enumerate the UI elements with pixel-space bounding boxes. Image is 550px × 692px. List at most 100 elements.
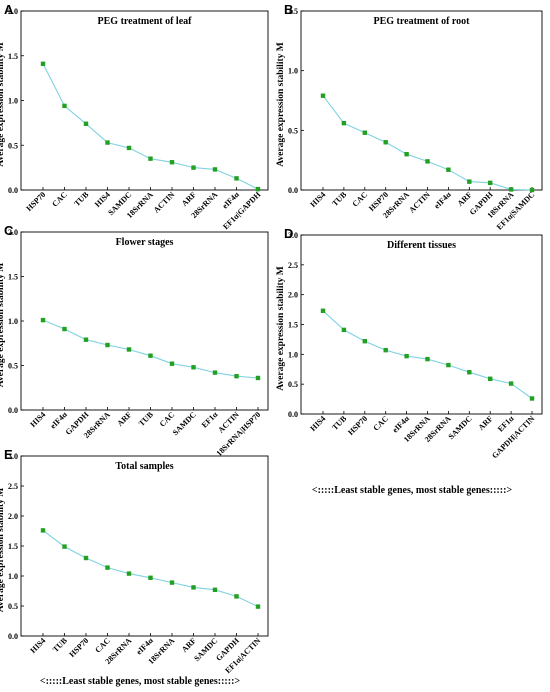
x-tick-label: HIS4 — [28, 636, 47, 655]
chart-title: Total samples — [115, 461, 173, 472]
data-point — [234, 373, 239, 379]
data-point — [148, 575, 153, 580]
y-tick-label: 1.5 — [8, 273, 18, 282]
data-point — [148, 353, 153, 358]
panel-letter-c: C — [4, 223, 14, 238]
x-tick-label: HIS4 — [93, 190, 112, 209]
panel-letter-e: E — [4, 447, 13, 462]
data-point — [446, 167, 451, 172]
x-tick-label: HSP70 — [67, 636, 90, 659]
series-line — [322, 95, 533, 191]
chart-panel-e: E Total samples Average expression stabili… — [0, 447, 269, 675]
y-tick-label: 2.0 — [8, 228, 18, 237]
data-point — [126, 347, 132, 352]
series-line — [42, 63, 259, 190]
data-point — [83, 555, 89, 561]
data-point — [529, 187, 535, 193]
y-tick-label: 0.0 — [8, 186, 18, 195]
y-tick-label: 2.5 — [8, 482, 18, 491]
series-line — [42, 319, 259, 379]
y-tick-label: 3.0 — [288, 231, 298, 240]
x-tick-label: TUB — [137, 410, 155, 428]
x-tick-label: CAC — [371, 414, 390, 433]
data-point — [169, 580, 175, 585]
x-tick-label: EF1α|GAPDH — [221, 190, 263, 232]
data-point — [126, 571, 132, 576]
y-tick-label: 0.0 — [288, 186, 298, 195]
data-point — [40, 61, 46, 67]
chart-panel-a: A PEG treatment of leaf Average expression… — [0, 2, 269, 232]
data-point — [212, 167, 218, 172]
panel-letter-a: A — [4, 2, 14, 17]
data-point — [255, 186, 261, 192]
x-tick-label: eIF4α — [432, 190, 453, 211]
y-tick-label: 1.5 — [8, 52, 18, 61]
x-tick-label: ARF — [477, 414, 495, 432]
data-point — [467, 179, 472, 184]
y-tick-label: 2.0 — [8, 512, 18, 521]
x-tick-label: CAC — [50, 190, 69, 209]
x-tick-label: ACTIN — [152, 190, 177, 215]
chart-panel-c: C Flower stages Average expression stabili… — [0, 223, 269, 458]
data-point — [255, 604, 261, 609]
chart-panel-d: D Different tissues Average expression sta… — [276, 226, 543, 460]
data-point — [191, 165, 196, 170]
data-point — [320, 93, 326, 98]
data-point — [62, 103, 67, 109]
data-point — [83, 121, 89, 126]
x-tick-label: CAC — [93, 636, 112, 655]
data-point — [383, 140, 388, 145]
data-point — [362, 130, 367, 135]
x-tick-label: ACTIN — [407, 190, 432, 215]
data-point — [105, 140, 110, 145]
y-tick-label: 1.5 — [8, 542, 18, 551]
series-line — [42, 529, 259, 608]
y-tick-label: 1.0 — [288, 350, 298, 359]
data-point — [105, 342, 110, 348]
chart-title: Different tissues — [387, 240, 456, 251]
data-point — [62, 326, 67, 332]
x-tick-label: HIS4 — [308, 190, 327, 209]
chart-panel-b: B PEG treatment of root Average expression… — [276, 2, 543, 232]
x-tick-label: HIS4 — [28, 410, 47, 429]
y-tick-label: 1.0 — [8, 317, 18, 326]
data-point — [40, 317, 46, 323]
y-tick-label: 2.0 — [288, 291, 298, 300]
data-point — [404, 152, 409, 157]
x-tick-label: HIS4 — [308, 414, 327, 433]
data-point — [508, 381, 514, 386]
y-axis-label: Average expression stability M — [0, 263, 6, 387]
x-tick-label: ARF — [456, 190, 474, 208]
chart-title: PEG treatment of leaf — [98, 16, 193, 27]
y-tick-label: 0.0 — [288, 410, 298, 419]
data-point — [362, 339, 367, 344]
data-point — [383, 347, 388, 353]
data-point — [341, 327, 347, 333]
y-tick-label: 2.5 — [288, 261, 298, 270]
panel-letter-d: D — [284, 226, 293, 241]
data-point — [508, 187, 514, 192]
y-tick-label: 0.0 — [8, 406, 18, 415]
y-tick-label: 0.0 — [8, 632, 18, 641]
y-tick-label: 1.0 — [8, 572, 18, 581]
y-tick-label: 0.5 — [8, 602, 18, 611]
x-tick-label: TUB — [330, 190, 348, 208]
x-tick-label: SAMDC — [447, 414, 474, 441]
data-point — [212, 587, 218, 592]
data-point — [529, 396, 535, 401]
data-point — [488, 376, 493, 381]
data-point — [255, 375, 261, 381]
plot-frame — [20, 455, 269, 637]
y-axis-label: Average expression stability M — [0, 42, 6, 166]
plot-frame — [300, 234, 543, 415]
data-point — [191, 365, 196, 370]
y-tick-label: 2.0 — [8, 7, 18, 16]
y-tick-label: 0.5 — [288, 126, 298, 135]
footnote-right: <:::::Least stable genes, most stable ge… — [312, 485, 513, 496]
plot-frame — [300, 10, 543, 191]
chart-title: PEG treatment of root — [374, 16, 471, 27]
data-point — [320, 308, 326, 313]
series-line — [322, 310, 533, 399]
y-tick-label: 1.0 — [8, 97, 18, 106]
